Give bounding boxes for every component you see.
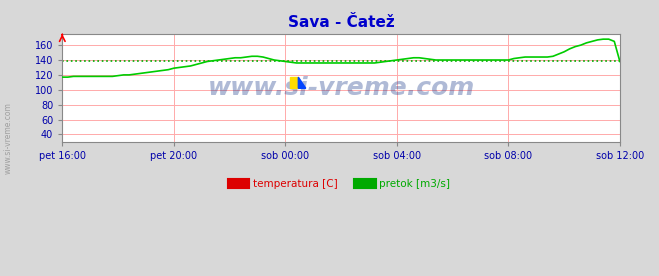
Legend: temperatura [C], pretok [m3/s]: temperatura [C], pretok [m3/s] — [228, 174, 454, 193]
Text: www.si-vreme.com: www.si-vreme.com — [208, 76, 474, 100]
Polygon shape — [299, 77, 306, 88]
Title: Sava - Čatež: Sava - Čatež — [288, 15, 395, 30]
Text: www.si-vreme.com: www.si-vreme.com — [3, 102, 13, 174]
Bar — [290, 77, 299, 88]
